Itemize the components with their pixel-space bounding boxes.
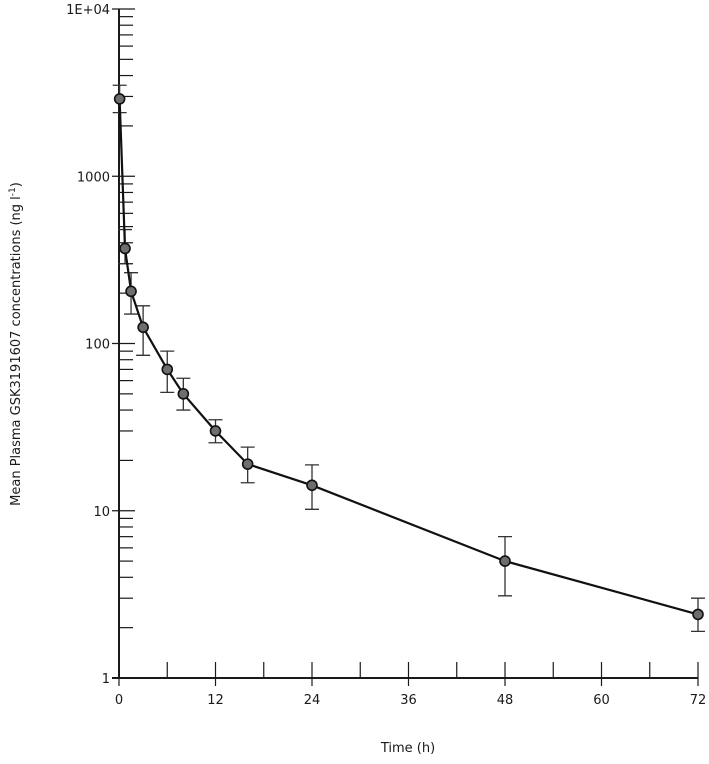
x-tick-label: 48 [497,693,514,708]
data-point [161,363,174,376]
data-point [499,555,511,567]
x-axis: 0 12 24 36 48 60 72 [112,662,706,708]
data-point [306,479,318,492]
series-line [118,98,699,616]
y-tick-label: 1E+04 [66,3,110,18]
data-point [209,425,222,437]
x-axis-title: Time (h) [380,741,435,756]
data-point [241,458,254,470]
x-tick-label: 0 [115,693,123,708]
data-point [125,285,137,298]
x-tick-label: 12 [207,693,224,708]
y-tick-label: 1 [102,672,110,687]
y-axis: 1 10 100 1000 1E+04 [66,3,135,687]
y-axis-title-close: ) [9,182,24,187]
y-axis-title: Mean Plasma GSK3191607 concentrations (n… [8,182,24,506]
x-tick-label: 24 [304,693,321,708]
series-concentration [112,84,705,633]
data-point [177,388,190,400]
y-tick-label: 10 [93,505,110,520]
x-tick-label: 60 [593,693,610,708]
x-tick-label: 72 [690,693,707,708]
x-tick-label: 36 [400,693,417,708]
y-axis-title-main: Mean Plasma GSK3191607 concentrations (n… [9,196,24,506]
data-point [137,321,149,334]
y-tick-label: 100 [85,338,110,353]
data-point [692,608,704,621]
data-point [113,93,126,105]
data-point [119,242,131,255]
y-axis-title-superscript: -1 [8,187,18,196]
y-tick-label: 1000 [77,170,110,185]
